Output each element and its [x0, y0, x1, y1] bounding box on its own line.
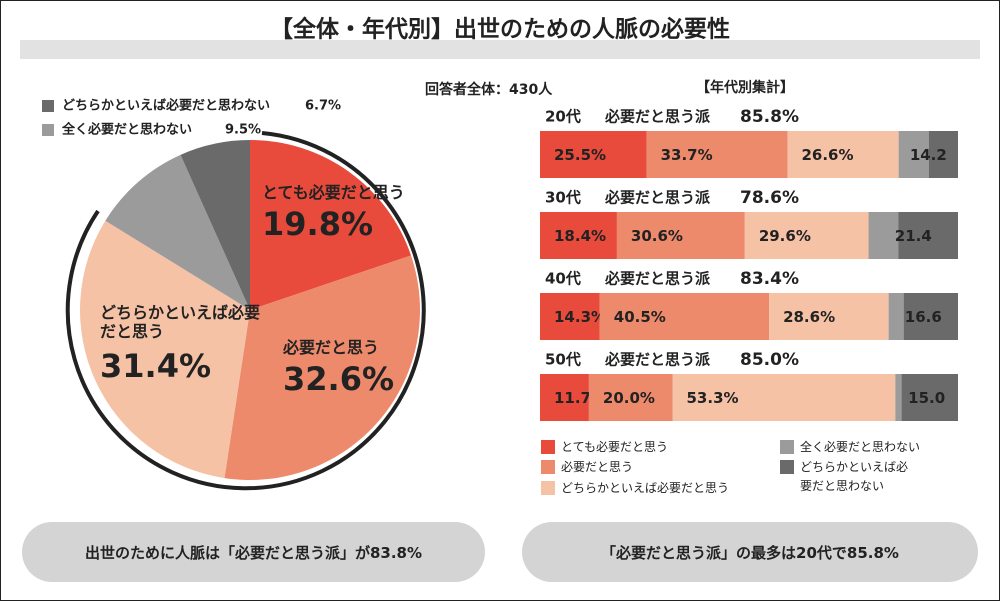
title: 【全体・年代別】出世のための人脈の必要性	[270, 16, 730, 43]
bar-value-label: 33.7%	[661, 146, 713, 164]
summary: 「必要だと思う派」の最多は20代で85.8%	[601, 543, 899, 562]
legend-swatch	[42, 124, 54, 136]
legend-value: 6.7%	[305, 99, 341, 114]
rest-value-label: 15.0	[908, 389, 945, 407]
bar-value-label: 26.6%	[801, 146, 853, 164]
slice-label: どちらかといえば必要だと思う	[100, 303, 261, 341]
legend-swatch	[541, 481, 555, 495]
slice-value: 31.4%	[100, 347, 212, 385]
legend-swatch	[541, 460, 555, 474]
rest-value-label: 14.2	[910, 146, 947, 164]
slice-value: 32.6%	[283, 360, 395, 398]
group-value: 85.8%	[740, 107, 799, 127]
legend-value: 9.5%	[225, 123, 261, 138]
bar-segment	[898, 212, 958, 259]
bar-segment	[787, 131, 899, 178]
group-label: 必要だと思う派	[604, 108, 711, 126]
legend-label: どちらかといえば必要だと思わない	[800, 460, 909, 493]
group-value: 83.4%	[740, 269, 799, 289]
pie-slice	[224, 255, 420, 480]
category-label: 40代	[545, 270, 581, 288]
group-label: 必要だと思う派	[604, 270, 711, 288]
summary-pill: 「必要だと思う派」の最多は20代で85.8%	[522, 522, 978, 582]
bar-segment	[895, 374, 902, 421]
bar-segment	[540, 374, 589, 421]
bar-value-label: 18.4%	[554, 227, 606, 245]
pie-slice	[180, 140, 250, 310]
bar-value-label: 20.0%	[603, 389, 655, 407]
pie-slice	[105, 154, 251, 310]
bar-segment	[588, 374, 673, 421]
bar-segment	[672, 374, 896, 421]
bar-value-label: 40.5%	[614, 308, 666, 326]
legend-label: どちらかといえば必要だと思う	[561, 481, 730, 495]
summary: 出世のために人脈は「必要だと思う派」が83.8%	[84, 543, 423, 562]
bar-value-label: 30.6%	[631, 227, 683, 245]
decorative-arc	[65, 131, 426, 491]
bar-value-label: 29.6%	[759, 227, 811, 245]
rest-value-label: 16.6	[905, 308, 942, 326]
legend-swatch	[780, 440, 794, 454]
bar-segment	[646, 131, 788, 178]
group-label: 必要だと思う派	[604, 351, 711, 369]
bar-segment	[928, 131, 958, 178]
bar-segment	[540, 131, 647, 178]
category-label: 30代	[545, 189, 581, 207]
legend-swatch	[541, 440, 555, 454]
group-value: 85.0%	[740, 350, 799, 370]
slice-label: 必要だと思う	[283, 338, 380, 357]
bar-segment	[868, 212, 899, 259]
legend-label: とても必要だと思う	[561, 440, 669, 454]
pie-slice	[250, 140, 412, 310]
bar-segment	[540, 212, 617, 259]
bar-segment	[599, 293, 770, 340]
legend-swatch	[42, 100, 54, 112]
breakdown-heading: 【年代別集計】	[696, 79, 794, 96]
title-band	[20, 40, 980, 59]
legend-label: 必要だと思う	[561, 460, 634, 474]
legend-label: どちらかといえば必要だと思わない	[62, 98, 270, 114]
slice-value: 19.8%	[262, 205, 374, 243]
pie-slice	[79, 220, 250, 479]
bar-value-label: 14.3%	[554, 308, 606, 326]
bar-segment	[901, 374, 958, 421]
summary-pill: 出世のために人脈は「必要だと思う派」が83.8%	[22, 522, 485, 582]
bar-segment	[540, 293, 600, 340]
group-value: 78.6%	[740, 188, 799, 208]
category-label: 20代	[545, 108, 581, 126]
bar-segment	[903, 293, 958, 340]
bar-segment	[888, 293, 904, 340]
bar-segment	[744, 212, 869, 259]
bar-value-label: 28.6%	[783, 308, 835, 326]
bar-value-label: 53.3%	[687, 389, 739, 407]
bar-segment	[616, 212, 745, 259]
category-label: 50代	[545, 351, 581, 369]
legend-label: 全く必要だと思わない	[61, 122, 192, 138]
bar-segment	[769, 293, 889, 340]
rest-value-label: 21.4	[895, 227, 932, 245]
respondents: 回答者全体：430人	[425, 81, 553, 98]
slice-label: とても必要だと思う	[262, 183, 405, 202]
group-label: 必要だと思う派	[604, 189, 711, 207]
legend-swatch	[780, 460, 794, 474]
bar-segment	[898, 131, 929, 178]
legend-label: 全く必要だと思わない	[800, 440, 921, 454]
bar-value-label: 25.5%	[554, 146, 606, 164]
